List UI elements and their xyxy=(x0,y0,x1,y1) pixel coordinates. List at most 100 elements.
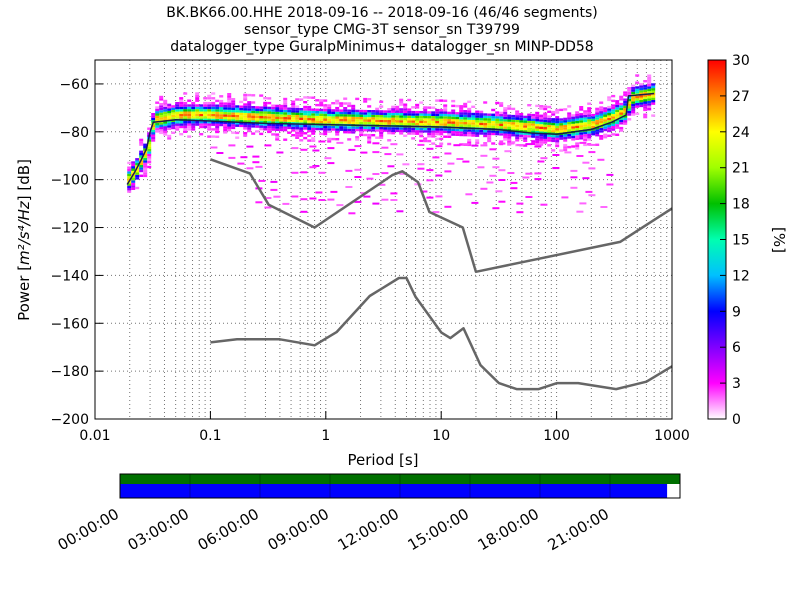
psd-cell xyxy=(167,122,172,126)
psd-cell xyxy=(387,112,392,116)
psd-cell xyxy=(575,147,580,150)
psd-cell-outlier xyxy=(435,145,443,148)
psd-cell xyxy=(539,129,544,132)
psd-cell xyxy=(307,117,312,121)
psd-cell xyxy=(367,121,372,125)
psd-cell xyxy=(247,115,252,118)
psd-cell xyxy=(207,125,212,129)
psd-cell xyxy=(195,92,200,95)
psd-cell xyxy=(611,123,616,126)
psd-cell xyxy=(607,113,612,116)
psd-cell xyxy=(515,117,520,120)
psd-cell-outlier xyxy=(561,196,569,199)
psd-cell xyxy=(647,100,652,104)
psd-cell xyxy=(343,116,348,119)
psd-cell xyxy=(587,107,592,110)
psd-cell xyxy=(319,99,324,102)
psd-cell xyxy=(579,132,584,135)
psd-cell xyxy=(595,143,600,146)
psd-cell xyxy=(543,119,548,123)
colorbar-tick-label: 0 xyxy=(732,412,741,428)
psd-cell xyxy=(415,130,420,133)
psd-cell xyxy=(351,114,356,117)
psd-cell xyxy=(435,99,440,102)
psd-cell xyxy=(447,142,452,146)
time-tick-label: 12:00:00 xyxy=(335,505,402,554)
psd-cell-outlier xyxy=(318,171,326,174)
psd-cell xyxy=(255,125,260,128)
psd-cell xyxy=(535,116,540,119)
psd-cell xyxy=(251,108,256,111)
psd-cell xyxy=(447,130,452,134)
psd-cell xyxy=(191,104,196,107)
psd-cell xyxy=(275,123,280,127)
psd-cell xyxy=(307,139,312,142)
psd-cell xyxy=(619,98,624,101)
x-tick-label: 100 xyxy=(543,428,570,444)
psd-cell-outlier xyxy=(309,166,317,169)
psd-cell xyxy=(527,125,532,128)
psd-cell xyxy=(523,132,528,135)
psd-cell xyxy=(375,129,380,132)
psd-cell xyxy=(191,116,196,119)
psd-cell xyxy=(467,117,472,120)
psd-cell xyxy=(555,125,560,129)
psd-cell xyxy=(523,144,528,147)
psd-cell xyxy=(511,107,516,111)
psd-cell xyxy=(423,123,428,126)
psd-cell xyxy=(303,108,308,111)
psd-cell xyxy=(211,106,216,110)
psd-cell xyxy=(631,103,636,107)
psd-cell xyxy=(295,119,300,123)
psd-cell xyxy=(215,118,220,122)
psd-cell xyxy=(395,112,400,116)
psd-cell xyxy=(347,114,352,117)
psd-cell xyxy=(219,119,224,122)
psd-cell xyxy=(455,121,460,124)
psd-cell xyxy=(207,113,212,117)
psd-cell xyxy=(359,131,364,134)
psd-cell xyxy=(607,96,612,99)
psd-cell xyxy=(259,111,264,114)
psd-cell xyxy=(231,107,236,110)
psd-cell xyxy=(135,170,140,173)
psd-cell xyxy=(323,125,328,129)
psd-cell xyxy=(459,129,464,132)
psd-cell xyxy=(143,167,148,170)
psd-cell xyxy=(143,153,148,156)
psd-cell xyxy=(471,119,476,123)
psd-cell xyxy=(179,113,184,117)
psd-cell xyxy=(531,121,536,124)
psd-cell xyxy=(239,107,244,111)
psd-cell xyxy=(267,116,272,119)
psd-cell xyxy=(347,128,352,132)
psd-cell xyxy=(531,128,536,131)
psd-cell xyxy=(243,127,248,130)
psd-cell xyxy=(355,119,360,122)
psd-cell xyxy=(367,114,372,118)
psd-cell-outlier xyxy=(507,142,515,145)
psd-cell xyxy=(227,114,232,117)
y-tick-label: −140 xyxy=(51,268,89,284)
colorbar-tick-label: 6 xyxy=(732,340,741,356)
psd-cell xyxy=(207,106,212,110)
psd-cell xyxy=(615,109,620,113)
psd-cell xyxy=(215,123,220,126)
psd-cell xyxy=(603,107,608,110)
psd-cell xyxy=(171,124,176,127)
psd-cell xyxy=(395,122,400,125)
psd-cell xyxy=(175,106,180,110)
psd-cell xyxy=(615,126,620,129)
psd-cell xyxy=(319,120,324,124)
psd-cell-outlier xyxy=(432,211,440,214)
psd-cell xyxy=(367,129,372,132)
psd-cell xyxy=(571,114,576,117)
psd-cell xyxy=(555,120,560,124)
psd-cell xyxy=(299,129,304,132)
psd-cell xyxy=(407,122,412,126)
psd-cell xyxy=(615,133,620,136)
psd-cell xyxy=(395,108,400,111)
psd-cell-outlier xyxy=(315,191,323,194)
psd-cell xyxy=(467,134,472,137)
psd-cell xyxy=(543,138,548,142)
